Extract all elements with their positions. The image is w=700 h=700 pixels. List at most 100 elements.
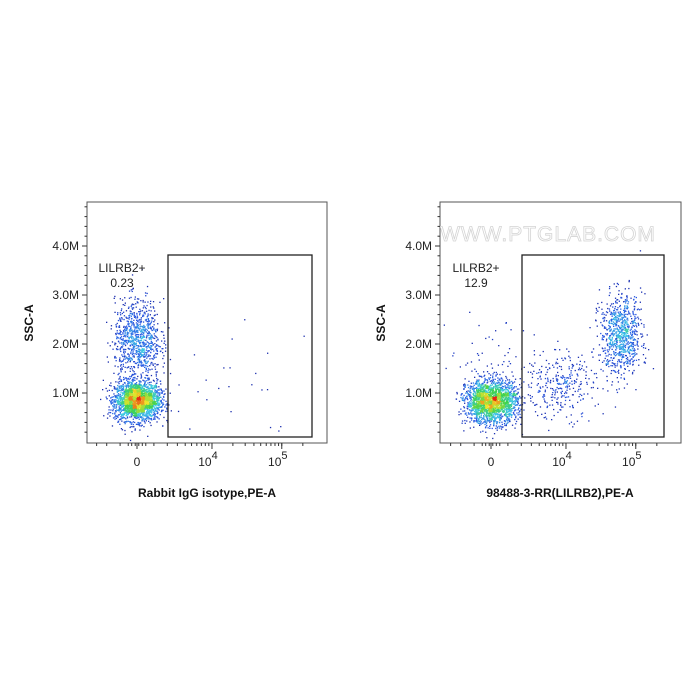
event-dot bbox=[147, 323, 149, 325]
event-dot bbox=[126, 406, 128, 408]
event-dot bbox=[490, 388, 492, 390]
event-dot bbox=[156, 416, 159, 419]
event-dot bbox=[127, 399, 130, 401]
event-dot bbox=[151, 357, 153, 360]
event-dot bbox=[147, 411, 149, 413]
event-dot bbox=[148, 320, 150, 322]
event-dot bbox=[148, 388, 150, 390]
event-dot bbox=[496, 384, 498, 387]
event-dot bbox=[481, 393, 483, 396]
event-dot bbox=[114, 401, 116, 403]
event-dot bbox=[138, 359, 141, 361]
event-dot bbox=[144, 399, 146, 401]
event-dot bbox=[112, 410, 114, 412]
event-dot bbox=[515, 386, 517, 388]
gate-rectangle[interactable] bbox=[167, 254, 313, 438]
event-dot bbox=[458, 400, 461, 402]
event-dot bbox=[497, 392, 499, 394]
event-dot bbox=[150, 322, 152, 324]
event-dot bbox=[142, 351, 144, 353]
event-dot bbox=[120, 334, 122, 336]
event-dot bbox=[501, 416, 503, 418]
event-dot bbox=[142, 395, 144, 397]
event-dot bbox=[269, 426, 272, 429]
event-dot bbox=[149, 406, 152, 408]
event-dot bbox=[147, 360, 149, 362]
event-dot bbox=[132, 337, 135, 339]
event-dot bbox=[494, 394, 497, 396]
event-dot bbox=[491, 427, 493, 430]
event-dot bbox=[152, 414, 154, 416]
event-dot bbox=[120, 389, 123, 391]
event-dot bbox=[462, 400, 465, 402]
event-dot bbox=[278, 430, 280, 432]
axis-ticks: 1.0M2.0M3.0M4.0M0 104 105 bbox=[52, 206, 304, 469]
event-dot bbox=[476, 401, 478, 403]
event-dot bbox=[138, 386, 141, 389]
event-dot bbox=[467, 394, 469, 396]
event-dot bbox=[471, 410, 473, 412]
event-dot bbox=[517, 391, 519, 393]
event-dot bbox=[480, 421, 482, 423]
event-dot bbox=[141, 350, 143, 352]
event-dot bbox=[127, 384, 129, 386]
event-dot bbox=[484, 389, 486, 391]
event-dot bbox=[154, 329, 156, 331]
event-dot bbox=[466, 390, 468, 393]
event-dot bbox=[496, 422, 498, 424]
event-dot bbox=[151, 397, 153, 399]
event-dot bbox=[158, 397, 160, 400]
event-dot bbox=[481, 395, 483, 398]
event-dot bbox=[128, 412, 131, 414]
event-dot bbox=[228, 386, 230, 388]
event-dot bbox=[510, 411, 512, 413]
event-dot bbox=[493, 433, 496, 435]
event-dot bbox=[490, 403, 492, 405]
event-dot bbox=[134, 387, 137, 390]
event-dot bbox=[469, 417, 471, 419]
event-dot bbox=[280, 426, 282, 428]
event-dot bbox=[131, 387, 133, 389]
event-dot bbox=[128, 359, 130, 362]
event-dot bbox=[117, 409, 119, 411]
event-dot bbox=[129, 368, 131, 370]
event-dot bbox=[504, 408, 506, 410]
event-dot bbox=[152, 363, 154, 365]
event-dot bbox=[496, 406, 498, 409]
event-dot bbox=[152, 410, 154, 412]
event-dot bbox=[125, 348, 127, 351]
event-dot bbox=[127, 402, 130, 404]
event-dot bbox=[136, 340, 138, 342]
event-dot bbox=[132, 366, 135, 368]
event-dot bbox=[153, 350, 155, 352]
event-dot bbox=[144, 404, 147, 407]
event-dot bbox=[159, 394, 161, 396]
event-dot bbox=[138, 341, 140, 343]
event-dot bbox=[503, 389, 505, 391]
event-dot bbox=[148, 338, 150, 340]
event-dot bbox=[136, 385, 138, 387]
event-dot bbox=[132, 386, 134, 388]
event-dot bbox=[485, 411, 487, 413]
event-dot bbox=[492, 406, 494, 408]
event-dot bbox=[157, 389, 159, 391]
event-dot bbox=[500, 401, 502, 403]
event-dot bbox=[506, 417, 508, 419]
event-dot bbox=[494, 392, 496, 394]
event-dot bbox=[506, 392, 508, 394]
event-dot bbox=[157, 400, 159, 403]
event-dot bbox=[163, 416, 165, 419]
event-dot bbox=[475, 420, 478, 422]
event-dot bbox=[133, 399, 135, 401]
event-dot bbox=[115, 342, 117, 345]
event-dot bbox=[137, 413, 139, 416]
event-dot bbox=[124, 423, 126, 425]
event-dot bbox=[141, 348, 143, 350]
event-dot bbox=[130, 383, 132, 385]
event-dot bbox=[478, 379, 480, 381]
event-dot bbox=[156, 313, 158, 316]
event-dot bbox=[121, 299, 124, 301]
event-dot bbox=[151, 368, 153, 370]
event-dot bbox=[154, 314, 156, 316]
event-dot bbox=[138, 311, 140, 313]
